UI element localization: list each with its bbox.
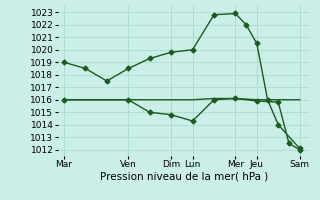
X-axis label: Pression niveau de la mer( hPa ): Pression niveau de la mer( hPa ) <box>100 172 268 182</box>
